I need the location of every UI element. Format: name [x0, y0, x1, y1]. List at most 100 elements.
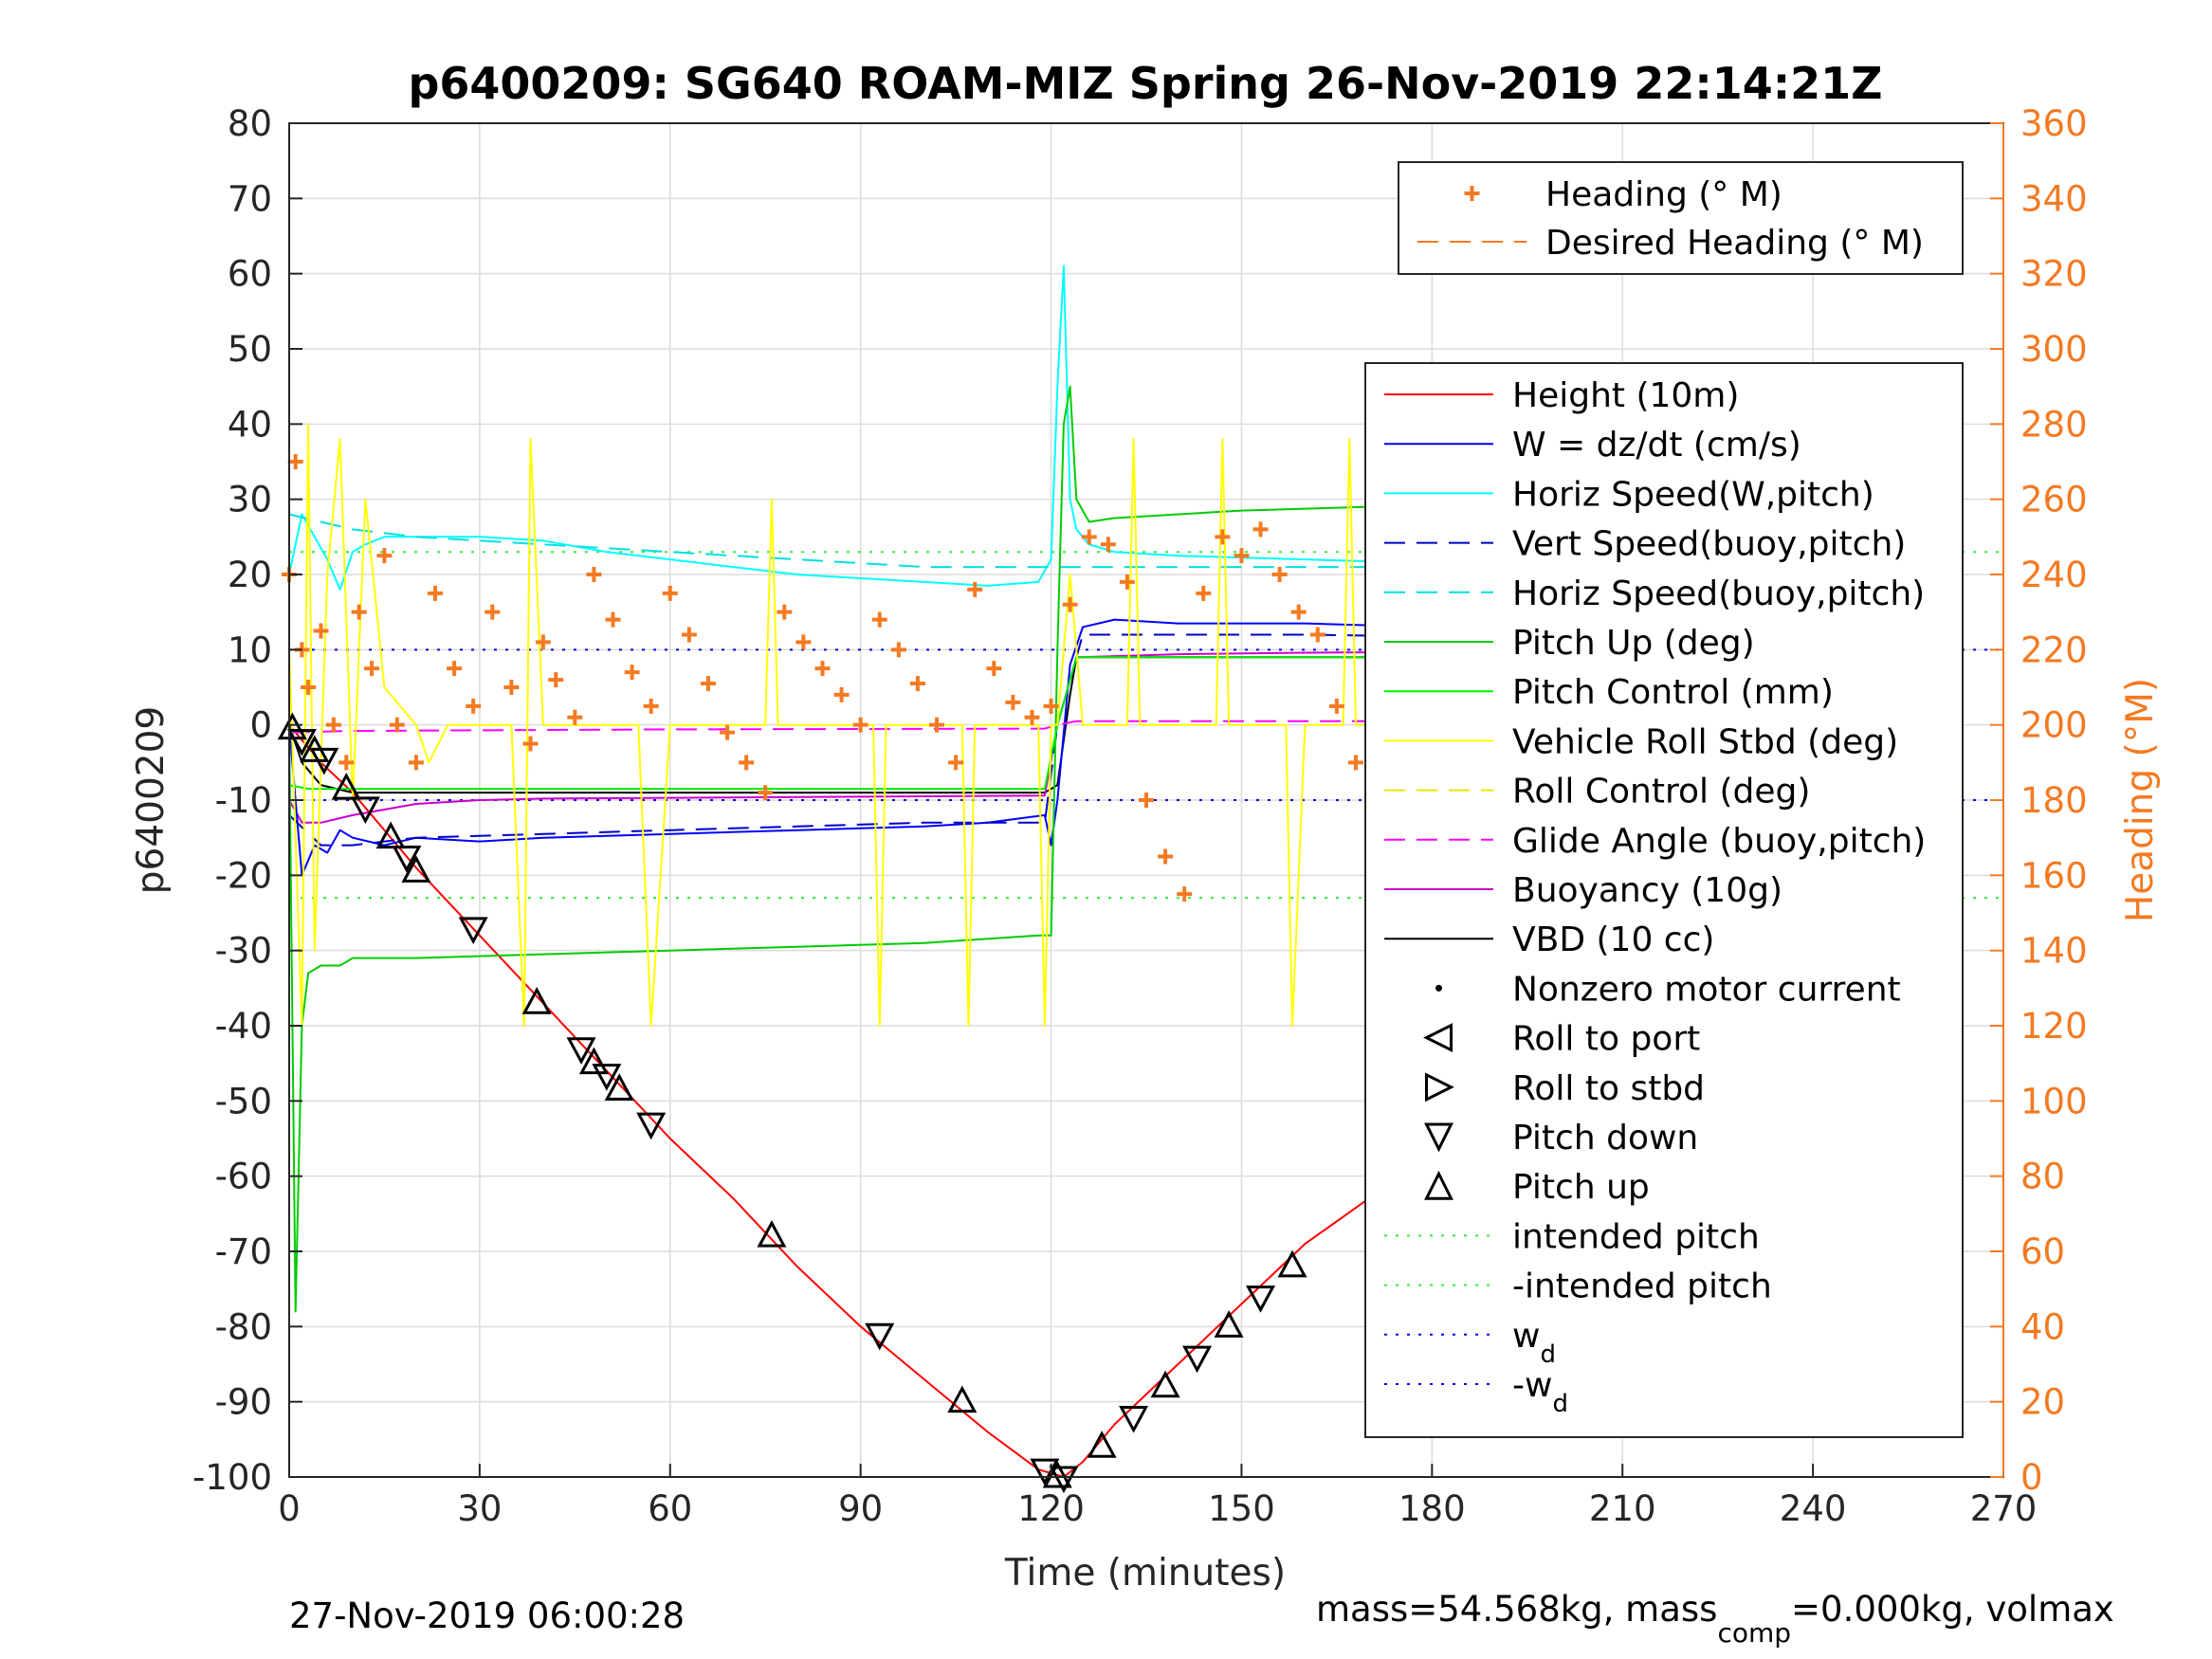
- x-tick-label: 180: [1398, 1488, 1466, 1529]
- legend-swatch: [1424, 1170, 1453, 1200]
- legend-label: Glide Angle (buoy,pitch): [1512, 822, 1926, 861]
- heading-point: [795, 634, 812, 650]
- heading-point: [986, 661, 1002, 677]
- heading-point: [338, 755, 355, 771]
- pitch-up-marker: [1214, 1310, 1244, 1338]
- y-right-tick-label: 80: [2020, 1157, 2065, 1197]
- y-left-tick-label: -50: [215, 1081, 272, 1121]
- heading-point: [1043, 698, 1059, 714]
- pitch-up-marker: [947, 1385, 978, 1413]
- y-left-tick-label: -100: [192, 1457, 272, 1498]
- pitch-down-marker: [865, 1322, 895, 1351]
- heading-point: [1177, 886, 1193, 902]
- x-tick-label: 0: [278, 1488, 301, 1529]
- heading-point: [700, 676, 716, 692]
- heading-point: [503, 680, 520, 695]
- heading-point: [909, 676, 925, 692]
- y-left-tick-label: 20: [228, 555, 272, 595]
- legend-label: VBD (10 cc): [1512, 921, 1714, 959]
- legend-heading: Heading (° M) Desired Heading (° M): [1398, 161, 1964, 275]
- y-right-tick-label: 280: [2020, 404, 2088, 445]
- heading-point: [484, 604, 501, 620]
- heading-point: [522, 736, 539, 752]
- pitch-up-marker: [521, 987, 552, 1014]
- heading-point: [967, 581, 983, 597]
- heading-point: [325, 717, 341, 733]
- pitch-up-marker: [1150, 1370, 1180, 1398]
- heading-point: [1347, 755, 1363, 771]
- y-right-tick-label: 40: [2020, 1306, 2065, 1347]
- pitch-down-marker: [392, 846, 422, 873]
- pitch-up-marker: [1087, 1431, 1117, 1458]
- heading-point: [720, 724, 736, 740]
- legend-box: [1398, 161, 1964, 275]
- x-axis-label: Time (minutes): [1004, 1552, 1286, 1595]
- x-tick-label: 30: [457, 1488, 502, 1529]
- legend-label: Buoyancy (10g): [1512, 871, 1782, 910]
- heading-point: [605, 611, 621, 628]
- heading-point: [1328, 698, 1344, 714]
- heading-point: [548, 672, 564, 688]
- legend-swatch: [1424, 1122, 1453, 1153]
- y-axis-right-label: Heading (°M): [2119, 678, 2162, 922]
- heading-point: [313, 623, 329, 639]
- x-tick-label: 240: [1780, 1488, 1847, 1529]
- heading-point: [1196, 585, 1212, 601]
- pitch-down-marker: [286, 729, 317, 757]
- legend-label: Roll to port: [1512, 1020, 1700, 1059]
- y-left-tick-label: 80: [228, 103, 272, 144]
- chart-title: p6400209: SG640 ROAM-MIZ Spring 26-Nov-2…: [408, 58, 1882, 109]
- heading-point: [389, 717, 405, 733]
- pitch-up-marker: [401, 855, 431, 883]
- heading-point: [1215, 529, 1231, 545]
- pitch-up-marker: [757, 1219, 787, 1248]
- heading-point: [1309, 627, 1325, 643]
- heading-point: [758, 785, 774, 801]
- legend-swatch: [1464, 186, 1480, 201]
- pitch-down-marker: [1049, 1466, 1079, 1494]
- heading-point: [364, 661, 380, 677]
- x-tick-label: 60: [648, 1488, 692, 1529]
- legend-label: -wd: [1512, 1366, 1568, 1418]
- heading-point: [586, 567, 602, 582]
- legend-label: Vehicle Roll Stbd (deg): [1512, 722, 1898, 761]
- pitch-down-marker: [592, 1064, 622, 1091]
- pitch-down-marker: [636, 1112, 667, 1140]
- pitch-down-marker: [309, 747, 339, 775]
- pitch-up-marker: [604, 1073, 634, 1101]
- heading-point: [408, 755, 424, 771]
- heading-point: [351, 604, 367, 620]
- y-right-tick-label: 60: [2020, 1231, 2065, 1272]
- y-right-tick-label: 160: [2020, 855, 2088, 896]
- legend-swatch: [1423, 1023, 1453, 1053]
- legend-label: Vert Speed(buoy,pitch): [1512, 525, 1906, 564]
- legend-label: Pitch up: [1512, 1168, 1650, 1207]
- footer-mass-sub: comp: [1717, 1617, 1791, 1649]
- pitch-down-marker: [350, 796, 380, 825]
- y-axis-left-label: p6400209: [130, 706, 173, 894]
- pitch-down-marker: [1182, 1345, 1213, 1374]
- heading-point: [948, 755, 964, 771]
- legend-label: Roll Control (deg): [1512, 773, 1810, 811]
- footer-mass-post: =0.000kg, volmax: [1791, 1589, 2114, 1630]
- y-right-tick-label: 120: [2020, 1006, 2088, 1047]
- legend-label: -intended pitch: [1512, 1267, 1772, 1306]
- y-left-tick-label: 70: [228, 178, 272, 219]
- pitch-up-marker: [578, 1047, 609, 1075]
- heading-point: [643, 698, 659, 714]
- y-right-tick-label: 100: [2020, 1081, 2088, 1121]
- footer-mass: mass=54.568kg, masscomp=0.000kg, volmax: [1316, 1589, 2114, 1649]
- legend-swatch: [1425, 1072, 1454, 1103]
- y-right-tick-label: 140: [2020, 931, 2088, 972]
- y-left-tick-label: 40: [228, 404, 272, 445]
- y-right-tick-label: 200: [2020, 705, 2088, 746]
- legend-label: Pitch down: [1512, 1119, 1698, 1158]
- pitch-up-marker: [1277, 1249, 1307, 1278]
- y-right-tick-label: 180: [2020, 780, 2088, 821]
- x-axis-ticks: 0 30 60 90 120 150 180 210 240 270: [278, 1464, 2037, 1529]
- y-left-tick-label: -30: [215, 931, 272, 972]
- legend-label: intended pitch: [1512, 1217, 1760, 1256]
- series-line: [288, 264, 1928, 591]
- heading-point: [1290, 604, 1307, 620]
